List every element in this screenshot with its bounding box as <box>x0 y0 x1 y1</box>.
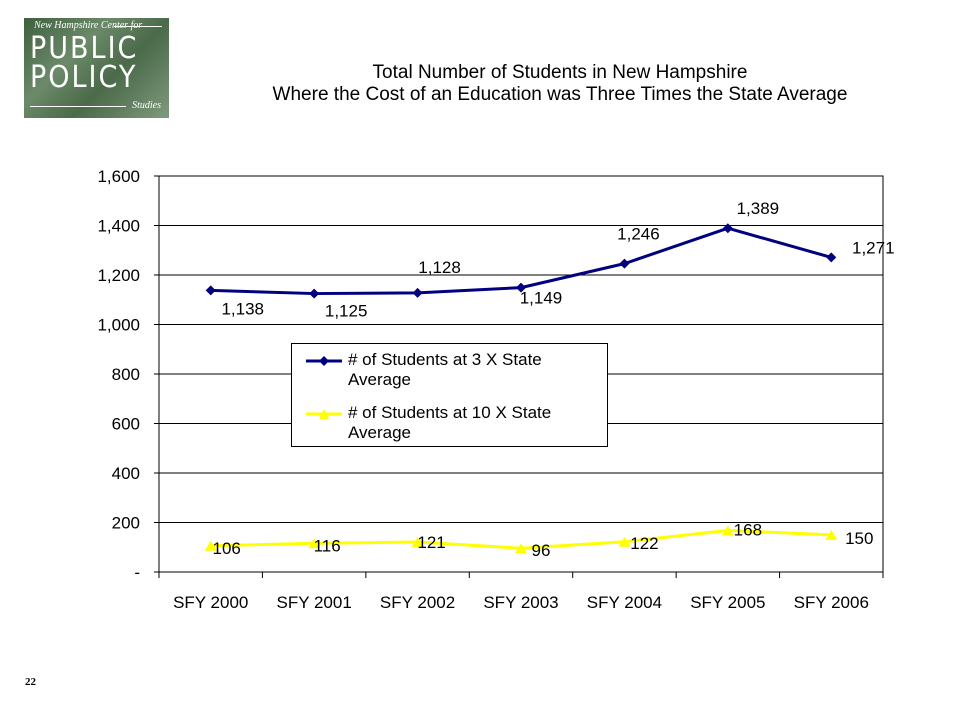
data-point-triangle <box>204 540 217 551</box>
data-point-diamond <box>722 223 733 234</box>
logo-rule <box>30 106 126 107</box>
x-tick-label: SFY 2003 <box>483 593 558 612</box>
data-label: 1,149 <box>520 289 563 308</box>
public-policy-logo: New Hampshire Center for PUBLIC POLICY S… <box>24 18 169 118</box>
data-point-triangle <box>411 537 424 548</box>
data-label: 150 <box>845 529 873 548</box>
y-tick-label: 400 <box>112 464 140 483</box>
logo-rule <box>114 26 162 27</box>
data-label: 1,128 <box>418 258 461 277</box>
data-label: 106 <box>213 539 241 558</box>
y-tick-label: 1,200 <box>97 266 140 285</box>
data-point-triangle <box>721 525 734 536</box>
data-label: 1,138 <box>221 299 264 318</box>
y-tick-label: 200 <box>112 514 140 533</box>
legend: # of Students at 3 X State Average # of … <box>291 343 608 447</box>
x-tick-label: SFY 2001 <box>276 593 351 612</box>
x-axis: SFY 2000 SFY 2001 SFY 2002 SFY 2003 SFY 2004… <box>158 572 884 612</box>
logo-line-1: New Hampshire Center for <box>34 20 143 31</box>
y-tick-label: - <box>134 563 140 582</box>
y-axis: - 200 400 600 800 1,000 1,200 1,400 1,600 <box>97 167 159 582</box>
x-tick-label: SFY 2004 <box>587 593 662 612</box>
data-label: 1,246 <box>617 225 660 244</box>
data-label: 122 <box>630 534 658 553</box>
chart-title: Total Number of Students in New Hampshir… <box>372 62 748 83</box>
y-tick-label: 800 <box>112 365 140 384</box>
x-tick-label: SFY 2002 <box>380 593 455 612</box>
data-label: 1,125 <box>325 302 368 321</box>
data-point-diamond <box>619 258 630 269</box>
logo-line-3: POLICY <box>30 60 138 95</box>
data-label: 121 <box>417 533 445 552</box>
data-point-triangle <box>825 529 838 540</box>
data-point-triangle <box>515 543 527 554</box>
data-point-diamond <box>412 287 423 298</box>
legend-swatch-triangle-icon <box>306 409 342 419</box>
data-point-triangle <box>308 538 321 549</box>
y-tick-label: 1,000 <box>97 316 140 335</box>
data-point-diamond <box>309 288 320 299</box>
series-layer: 1,138 1,125 1,128 1,149 1,246 1,389 1,271 106 11… <box>204 199 895 560</box>
data-label: 168 <box>734 520 762 539</box>
x-tick-label: SFY 2000 <box>173 593 248 612</box>
data-point-diamond <box>516 282 526 293</box>
y-tick-label: 1,400 <box>97 217 140 236</box>
y-tick-label: 600 <box>112 415 140 434</box>
logo-line-4: Studies <box>132 100 161 111</box>
data-label: 1,271 <box>852 238 895 257</box>
legend-label-series-2: # of Students at 10 X State Average <box>348 403 552 442</box>
data-point-triangle <box>618 536 631 547</box>
y-tick-label: 1,600 <box>97 167 140 186</box>
data-point-diamond <box>826 252 837 263</box>
legend-label-series-1: # of Students at 3 X State Average <box>348 350 542 389</box>
legend-swatch-diamond-icon <box>306 356 342 366</box>
x-tick-label: SFY 2006 <box>794 593 869 612</box>
chart-title-block: Total Number of Students in New Hampshir… <box>160 62 960 106</box>
data-label: 96 <box>532 541 551 560</box>
data-label: 1,389 <box>737 199 780 218</box>
chart-subtitle: Where the Cost of an Education was Three… <box>272 84 848 105</box>
x-tick-label: SFY 2005 <box>690 593 765 612</box>
page-number: 22 <box>25 676 36 688</box>
logo-line-2: PUBLIC <box>30 31 139 66</box>
data-label: 116 <box>314 536 341 555</box>
data-point-diamond <box>205 285 216 296</box>
